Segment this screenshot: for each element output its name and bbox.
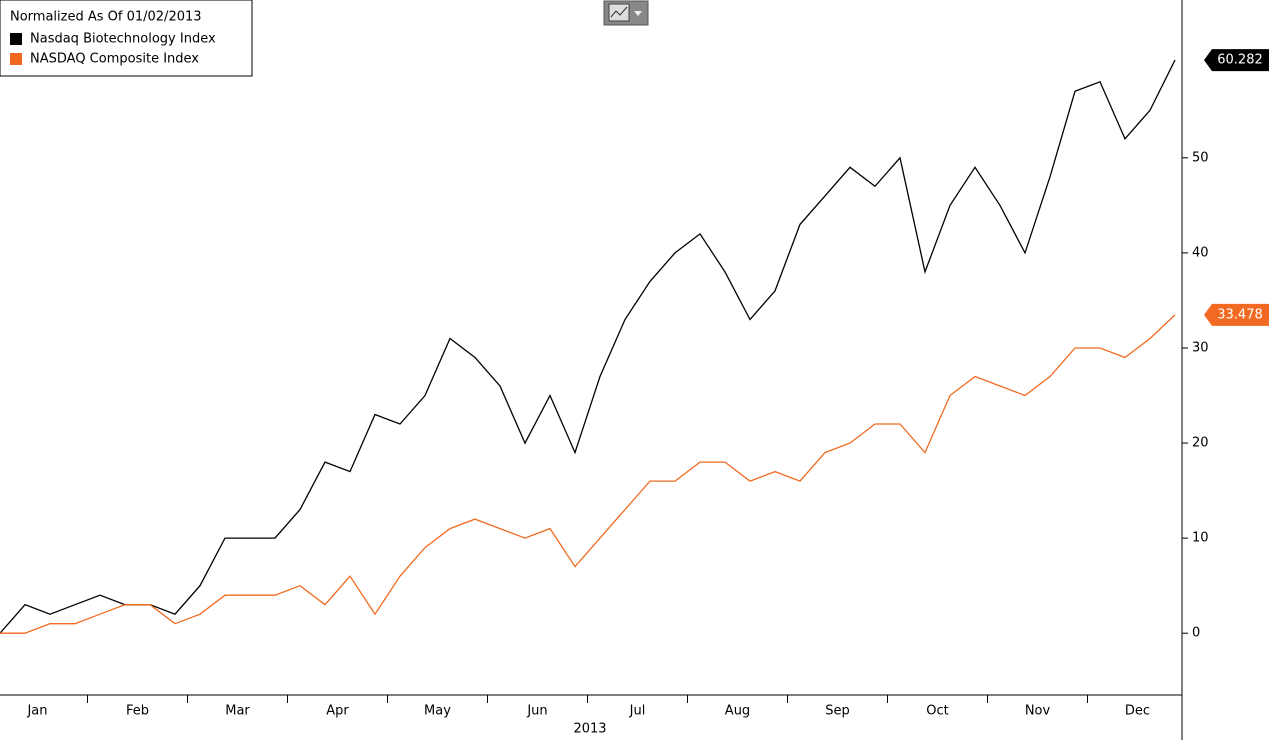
- button-glyph: [610, 6, 628, 18]
- plot: [0, 59, 1176, 634]
- y-tick-label: 20: [1192, 436, 1209, 451]
- y-tick-label: 30: [1192, 340, 1209, 355]
- x-tick-label: Mar: [225, 704, 250, 719]
- x-axis-label: 2013: [573, 722, 606, 737]
- series-line: [0, 59, 1176, 634]
- button-arrow: [634, 11, 642, 16]
- last-value-label: 33.478: [1217, 307, 1263, 322]
- y-tick-label: 10: [1192, 531, 1209, 546]
- last-value-tag: [1204, 303, 1269, 326]
- x-tick-label: May: [424, 704, 451, 719]
- y-tick-label: 40: [1192, 245, 1209, 260]
- x-tick-label: Apr: [326, 704, 349, 719]
- x-tick-label: Dec: [1125, 704, 1150, 719]
- x-tick-label: Sep: [825, 704, 850, 719]
- legend-box: [0, 0, 253, 77]
- y-tick-label: 0: [1192, 626, 1200, 641]
- button-icon[interactable]: [608, 3, 630, 22]
- legend: Normalized As Of 01/02/2013: [0, 0, 253, 77]
- legend-swatch: [10, 33, 22, 45]
- x-tick-label: Feb: [126, 704, 149, 719]
- x-tick-label: Nov: [1025, 704, 1051, 719]
- chart-type-button[interactable]: [603, 0, 649, 26]
- x-tick-label: Oct: [926, 704, 948, 719]
- legend-label: Nasdaq Biotechnology Index: [30, 32, 216, 47]
- last-value-label: 60.282: [1217, 53, 1263, 68]
- legend-title: Normalized As Of 01/02/2013: [10, 10, 202, 25]
- x-tick-label: Jan: [26, 704, 47, 719]
- series-line: [0, 314, 1176, 634]
- legend-label: NASDAQ Composite Index: [30, 52, 199, 67]
- last-value-tag: [1204, 49, 1269, 72]
- legend-swatch: [10, 53, 22, 65]
- x-tick-label: Aug: [725, 704, 750, 719]
- x-tick-label: Jul: [629, 704, 646, 719]
- x-tick-label: Jun: [526, 704, 547, 719]
- y-tick-label: 50: [1192, 150, 1209, 165]
